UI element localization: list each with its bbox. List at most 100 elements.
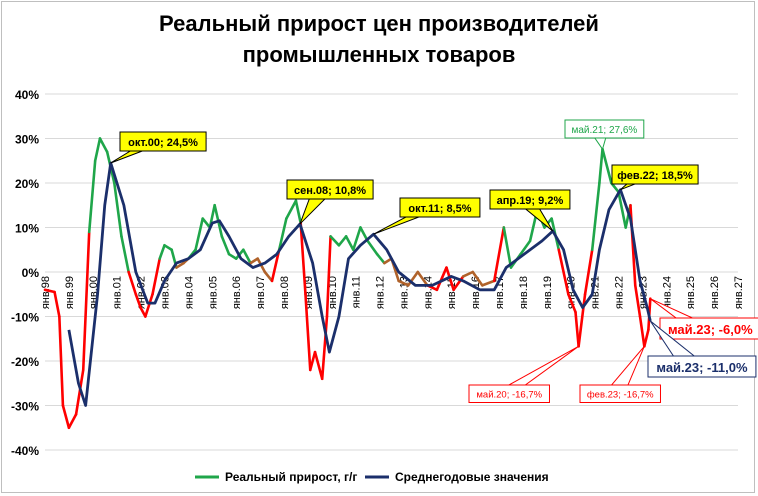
real-growth-segment <box>308 350 317 372</box>
real-growth-segment <box>325 235 332 318</box>
real-growth-segment <box>270 248 281 283</box>
real-growth-segment <box>567 292 577 314</box>
real-growth-segment <box>58 315 65 407</box>
x-tick-label: янв.98 <box>40 276 52 309</box>
y-tick-label: 40% <box>15 88 39 102</box>
real-growth-segment <box>113 181 123 238</box>
real-growth-segment <box>277 217 288 252</box>
real-growth-segment <box>471 270 484 287</box>
real-growth-segment <box>638 315 646 348</box>
real-growth-segment <box>194 217 205 252</box>
real-growth-segment <box>53 290 61 318</box>
real-growth-segment <box>633 284 642 318</box>
x-tick-label: янв.02 <box>136 276 148 309</box>
chart-title: Реальный прирост цен производителей пром… <box>0 8 758 70</box>
real-growth-segment <box>383 257 393 265</box>
real-growth-segment <box>598 147 604 185</box>
real-growth-segment <box>98 137 109 154</box>
real-growth-segment <box>337 235 348 247</box>
x-tick-label: янв.99 <box>64 276 76 309</box>
real-growth-segment <box>397 279 410 287</box>
y-tick-label: 30% <box>15 133 39 147</box>
real-growth-segment <box>249 257 259 265</box>
real-growth-segment <box>617 190 627 229</box>
real-growth-segment <box>416 270 429 287</box>
real-growth-segment <box>294 199 302 225</box>
real-growth-segment <box>134 292 142 309</box>
annotation-box <box>647 355 757 378</box>
annotation-label: май.23; -6,0% <box>668 322 753 337</box>
real-growth-segment <box>120 235 130 274</box>
real-growth-segment <box>435 266 448 292</box>
annotation-box <box>579 384 661 403</box>
real-growth-segment <box>492 226 506 283</box>
annotation-box <box>564 119 645 139</box>
real-growth-segment <box>375 252 386 265</box>
annotation-label: май.20; -16,7% <box>476 390 542 401</box>
x-tick-label: янв.15 <box>446 276 458 309</box>
y-tick-label: 20% <box>15 177 39 191</box>
x-tick-label: янв.26 <box>709 276 721 309</box>
x-tick-label: янв.05 <box>207 276 219 309</box>
y-tick-label: -20% <box>11 355 39 369</box>
real-growth-segment <box>320 315 329 381</box>
real-growth-segment <box>74 368 85 416</box>
real-growth-segment <box>201 217 212 229</box>
real-growth-segment <box>481 279 496 287</box>
real-growth-segment <box>144 292 154 318</box>
real-growth-segment <box>285 199 298 220</box>
real-growth-segment <box>93 137 102 163</box>
real-growth-segment <box>263 270 274 283</box>
legend-average-label: Среднегодовые значения <box>395 470 549 484</box>
real-growth-segment <box>590 181 601 252</box>
chart-title-line1: Реальный прирост цен производителей <box>159 11 599 36</box>
x-tick-label: янв.24 <box>661 276 673 309</box>
real-growth-segment <box>502 226 513 269</box>
real-growth-segment <box>220 235 231 256</box>
real-growth-segment <box>299 221 307 296</box>
real-growth-segment <box>601 147 613 185</box>
x-tick-label: янв.11 <box>351 276 363 308</box>
real-growth-segment <box>461 270 475 278</box>
annotation-label: фев.23; -16,7% <box>587 390 654 401</box>
x-tick-label: янв.25 <box>685 276 697 309</box>
x-tick-label: янв.18 <box>518 276 530 309</box>
real-growth-segment <box>445 266 455 292</box>
x-tick-label: янв.20 <box>566 276 578 309</box>
x-tick-label: янв.07 <box>255 276 267 309</box>
real-growth-segment <box>329 235 341 247</box>
real-growth-segment <box>242 248 252 265</box>
real-growth-segment <box>87 159 97 234</box>
real-growth-segment <box>557 248 570 296</box>
annotation-label: май.21; 27,6% <box>571 125 637 136</box>
annotation-label: апр.19; 9,2% <box>497 195 564 207</box>
real-growth-segment <box>344 235 355 252</box>
annotation-label: сен.08; 10,8% <box>294 185 366 197</box>
annotation-label: май.23; -11,0% <box>656 360 748 375</box>
real-growth-segment <box>304 292 312 372</box>
x-tick-label: янв.27 <box>733 276 745 309</box>
x-tick-label: янв.04 <box>183 276 195 309</box>
annotation-label: окт.11; 8,5% <box>408 203 471 215</box>
real-growth-segment <box>67 413 78 430</box>
x-tick-label: янв.22 <box>614 276 626 309</box>
real-growth-segment <box>643 328 650 348</box>
real-growth-segment <box>366 239 379 256</box>
real-growth-segment <box>227 252 238 260</box>
real-growth-segment <box>127 270 138 296</box>
annotation-box <box>489 189 571 210</box>
x-tick-label: янв.16 <box>470 276 482 309</box>
x-tick-label: янв.19 <box>542 276 554 309</box>
real-growth-segment <box>452 275 465 292</box>
real-growth-segment <box>158 244 166 260</box>
x-tick-label: янв.12 <box>375 276 387 309</box>
real-growth-segment <box>81 230 91 372</box>
real-growth-segment <box>351 226 362 252</box>
y-tick-label: -40% <box>11 444 39 458</box>
real-growth-segment <box>519 239 532 256</box>
annotation-label: фев.22; 18,5% <box>617 170 693 182</box>
chart-title-line2: промышленных товаров <box>242 42 516 67</box>
x-tick-label: янв.10 <box>327 276 339 309</box>
annotation-box <box>119 131 207 152</box>
annotation-box <box>611 164 699 185</box>
